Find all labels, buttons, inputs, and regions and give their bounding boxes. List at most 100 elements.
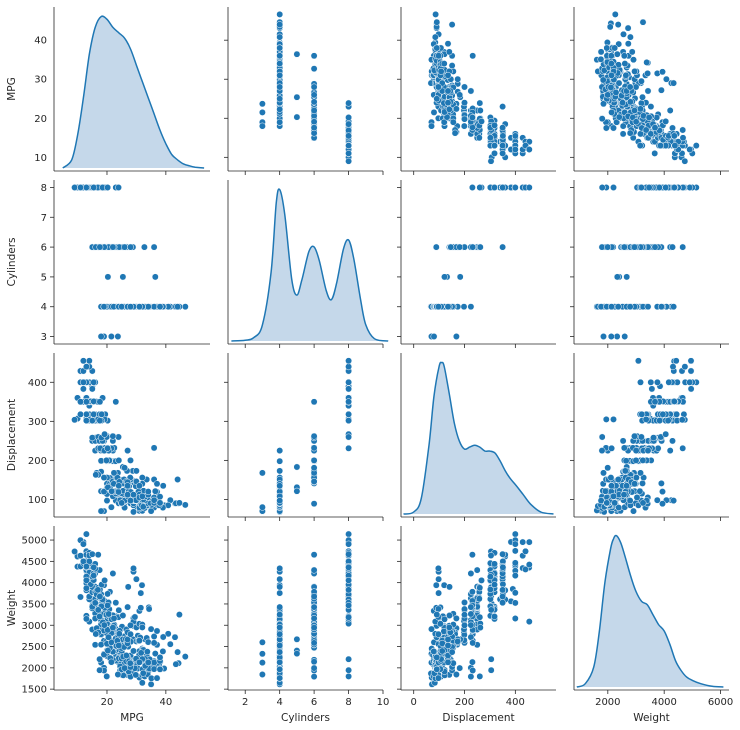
x-axis-label: MPG	[120, 712, 144, 724]
panel-cylinders-vs-cylinders	[227, 180, 389, 348]
point	[276, 105, 284, 113]
point	[137, 649, 145, 657]
point	[90, 572, 98, 580]
y-tick-label: 8	[41, 183, 47, 194]
point	[434, 564, 442, 572]
point	[654, 444, 662, 452]
point	[669, 437, 676, 445]
point	[603, 44, 611, 52]
point	[90, 563, 98, 571]
point	[104, 444, 112, 452]
point	[671, 142, 679, 150]
point	[525, 146, 533, 153]
point	[258, 638, 266, 646]
point	[626, 98, 634, 106]
point	[613, 333, 621, 340]
point	[345, 357, 353, 365]
y-axis-label: Displacement	[6, 399, 18, 471]
point	[435, 589, 443, 597]
point	[467, 610, 475, 618]
point	[77, 552, 84, 560]
point	[171, 633, 179, 641]
y-tick-label: 3	[41, 332, 47, 343]
point	[436, 620, 444, 628]
point	[94, 551, 102, 559]
point	[137, 589, 145, 597]
point	[599, 76, 607, 84]
y-axis-label: Cylinders	[6, 238, 18, 287]
point	[645, 184, 653, 191]
point	[127, 456, 134, 464]
point	[621, 333, 629, 340]
point	[139, 669, 147, 677]
point	[345, 576, 353, 584]
point	[85, 357, 93, 365]
point	[105, 633, 112, 641]
point	[651, 243, 659, 251]
point	[448, 648, 456, 656]
panel-weight-vs-displacement	[397, 526, 556, 694]
point	[632, 474, 640, 482]
point	[79, 357, 87, 365]
point	[107, 503, 115, 511]
point	[456, 243, 464, 251]
point	[276, 447, 284, 455]
point	[648, 385, 656, 393]
point	[444, 303, 452, 311]
y-tick-label: 20	[34, 114, 47, 125]
point	[610, 124, 617, 132]
point	[662, 184, 670, 191]
point	[638, 410, 646, 418]
point	[670, 397, 678, 405]
point	[438, 639, 446, 647]
point	[491, 121, 498, 129]
point	[430, 108, 438, 116]
point	[666, 447, 674, 455]
point	[662, 117, 670, 125]
point	[613, 50, 621, 58]
point	[130, 491, 137, 499]
y-tick-label: 300	[28, 417, 47, 428]
point	[499, 243, 507, 251]
point	[345, 410, 353, 418]
point	[511, 599, 519, 607]
point	[159, 482, 167, 490]
x-tick-label: 4000	[651, 697, 676, 708]
point	[612, 89, 620, 96]
point	[454, 75, 462, 83]
point	[632, 118, 640, 126]
point	[456, 664, 464, 672]
point	[145, 605, 153, 613]
point	[79, 540, 87, 548]
point	[293, 113, 301, 121]
point	[659, 68, 666, 76]
point	[138, 581, 146, 589]
point	[467, 603, 475, 611]
y-tick-label: 200	[28, 456, 47, 467]
point	[108, 487, 116, 495]
point	[622, 457, 630, 465]
panel-weight-vs-weight	[573, 526, 729, 694]
x-tick-label: 400	[506, 697, 525, 708]
point	[310, 98, 318, 106]
point	[461, 611, 468, 619]
point	[181, 501, 189, 509]
point	[608, 444, 616, 452]
point	[601, 487, 609, 495]
point	[637, 77, 645, 85]
point	[643, 58, 651, 66]
point	[150, 243, 158, 251]
point	[476, 584, 484, 592]
point	[460, 303, 468, 311]
point	[112, 599, 120, 607]
point	[345, 157, 353, 165]
point	[276, 603, 284, 611]
point	[600, 469, 607, 477]
point	[468, 588, 476, 596]
point	[276, 21, 284, 29]
point	[621, 467, 629, 475]
point	[115, 184, 122, 191]
point	[434, 303, 442, 311]
point	[119, 273, 127, 281]
